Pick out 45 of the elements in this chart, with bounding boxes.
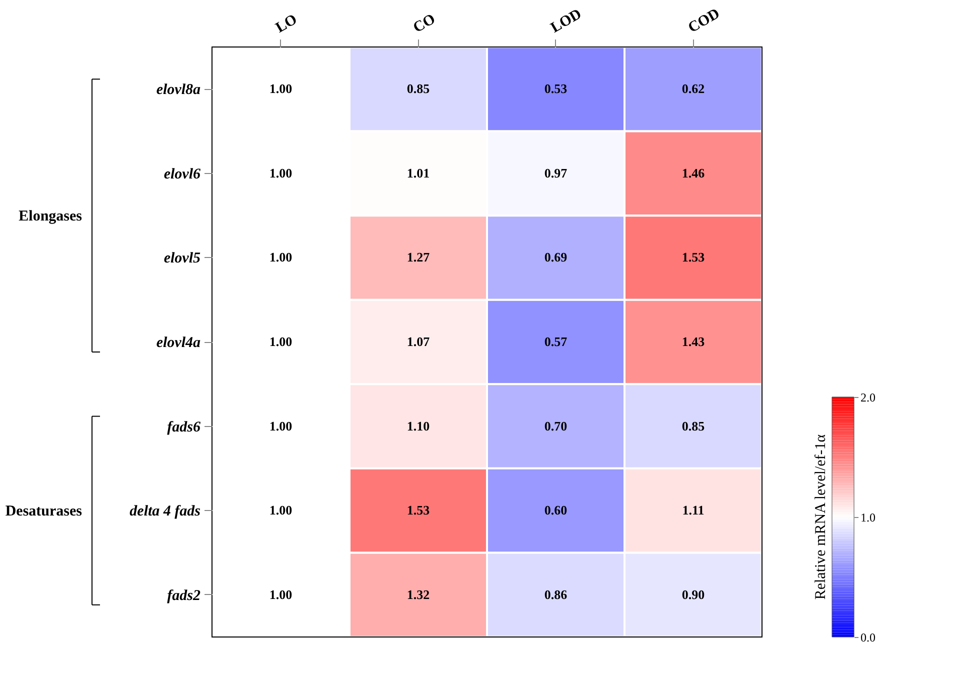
- data-label: 0.69: [544, 250, 568, 265]
- data-label: 1.53: [406, 502, 430, 518]
- data-label: 0.85: [406, 81, 430, 96]
- data-label: 1.53: [682, 250, 706, 265]
- data-label: 1.07: [406, 334, 430, 349]
- color-bar-label: 2.0: [860, 390, 876, 404]
- data-label: 1.27: [406, 250, 430, 265]
- data-label: 1.00: [269, 334, 292, 349]
- y-tick-label: delta 4 fads: [130, 504, 201, 520]
- text: Desaturases: [5, 504, 82, 520]
- data-label: 1.00: [269, 502, 292, 518]
- data-label: 1.00: [269, 586, 292, 602]
- data-label: 0.97: [544, 165, 568, 180]
- color-bar-label: 1.0: [860, 510, 876, 524]
- y-tick-label: elovl8a: [156, 82, 201, 98]
- data-label: 1.10: [406, 418, 430, 434]
- x-tick-label: COD: [686, 6, 723, 36]
- y-tick-label: fads2: [167, 588, 201, 604]
- data-label: 1.00: [269, 250, 292, 265]
- text: Elongases: [18, 208, 82, 225]
- data-label: 1.00: [269, 81, 292, 96]
- data-label: 0.53: [544, 81, 568, 96]
- data-label: 1.32: [406, 586, 430, 602]
- y-tick-label: fads6: [167, 419, 201, 436]
- y-tick-label: elovl5: [164, 250, 201, 267]
- data-label: 1.00: [269, 418, 292, 434]
- data-label: 1.46: [682, 165, 706, 180]
- x-tick-label: CO: [410, 11, 438, 36]
- data-label: 0.70: [544, 418, 568, 434]
- data-label: 0.60: [544, 502, 568, 518]
- data-label: 0.57: [544, 334, 568, 349]
- data-label: 0.85: [682, 418, 706, 434]
- data-label: 1.01: [406, 165, 430, 180]
- data-label: 0.86: [544, 586, 568, 602]
- x-tick-label: LOD: [548, 6, 585, 36]
- color-bar-title: Relative mRNA level/ef-1α: [813, 434, 829, 600]
- data-label: 0.90: [682, 586, 705, 602]
- data-label: 1.43: [682, 334, 706, 349]
- y-tick-label: elovl6: [164, 166, 201, 182]
- y-tick-label: elovl4a: [156, 335, 201, 351]
- x-tick-label: LO: [273, 12, 300, 36]
- data-label: 1.00: [269, 165, 292, 180]
- color-bar-label: 0.0: [860, 630, 876, 644]
- data-label: 1.11: [682, 502, 704, 518]
- data-label: 0.62: [682, 81, 705, 96]
